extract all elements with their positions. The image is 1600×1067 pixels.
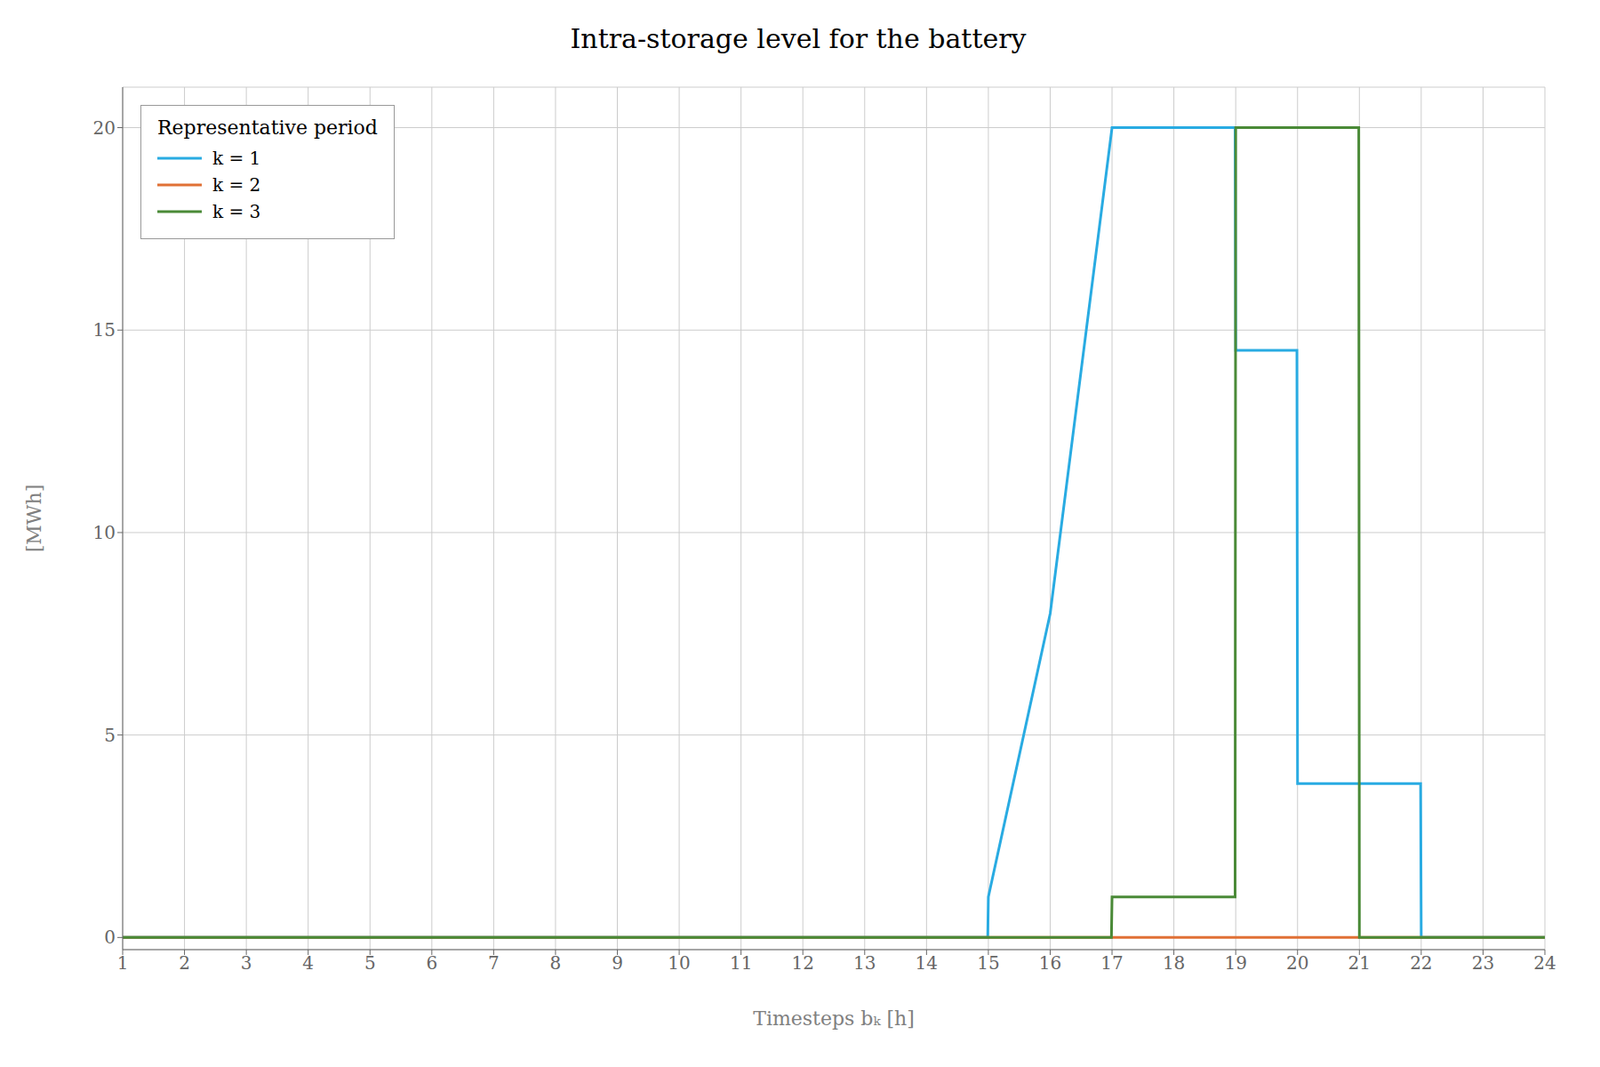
svg-text:Timesteps bₖ [h]: Timesteps bₖ [h] xyxy=(752,1007,915,1030)
svg-text:19: 19 xyxy=(1224,952,1247,974)
html-text:k = 3: k = 3 xyxy=(212,200,261,223)
svg-text:1: 1 xyxy=(117,952,129,974)
svg-text:15: 15 xyxy=(976,952,1000,974)
svg-text:6: 6 xyxy=(425,952,438,974)
svg-text:16: 16 xyxy=(1039,952,1062,974)
html-text:k = 2: k = 2 xyxy=(212,174,261,196)
svg-text:5: 5 xyxy=(104,724,116,746)
svg-text:2: 2 xyxy=(178,952,191,974)
svg-text:13: 13 xyxy=(853,952,876,974)
svg-text:17: 17 xyxy=(1100,952,1123,974)
svg-text:15: 15 xyxy=(93,319,116,341)
svg-text:20: 20 xyxy=(93,117,116,139)
html-text:k = 1: k = 1 xyxy=(212,147,261,169)
svg-text:7: 7 xyxy=(488,952,500,974)
svg-text:9: 9 xyxy=(611,952,624,974)
svg-text:22: 22 xyxy=(1409,952,1432,974)
svg-text:10: 10 xyxy=(667,952,690,974)
svg-text:3: 3 xyxy=(240,952,253,974)
html-text:Representative period: Representative period xyxy=(157,116,378,139)
svg-text:23: 23 xyxy=(1472,952,1495,974)
svg-text:11: 11 xyxy=(729,952,752,974)
svg-text:[MWh]: [MWh] xyxy=(23,484,46,552)
svg-text:20: 20 xyxy=(1286,952,1309,974)
svg-text:12: 12 xyxy=(791,952,814,974)
svg-text:4: 4 xyxy=(302,952,314,974)
svg-text:18: 18 xyxy=(1162,952,1185,974)
svg-text:14: 14 xyxy=(915,952,938,974)
svg-text:10: 10 xyxy=(93,521,116,544)
svg-text:24: 24 xyxy=(1533,952,1556,974)
svg-text:0: 0 xyxy=(104,926,116,948)
svg-text:5: 5 xyxy=(364,952,376,974)
svg-text:21: 21 xyxy=(1348,952,1371,974)
html-text:Intra-storage level for the ba: Intra-storage level for the battery xyxy=(570,22,1027,54)
svg-text:8: 8 xyxy=(550,952,562,974)
